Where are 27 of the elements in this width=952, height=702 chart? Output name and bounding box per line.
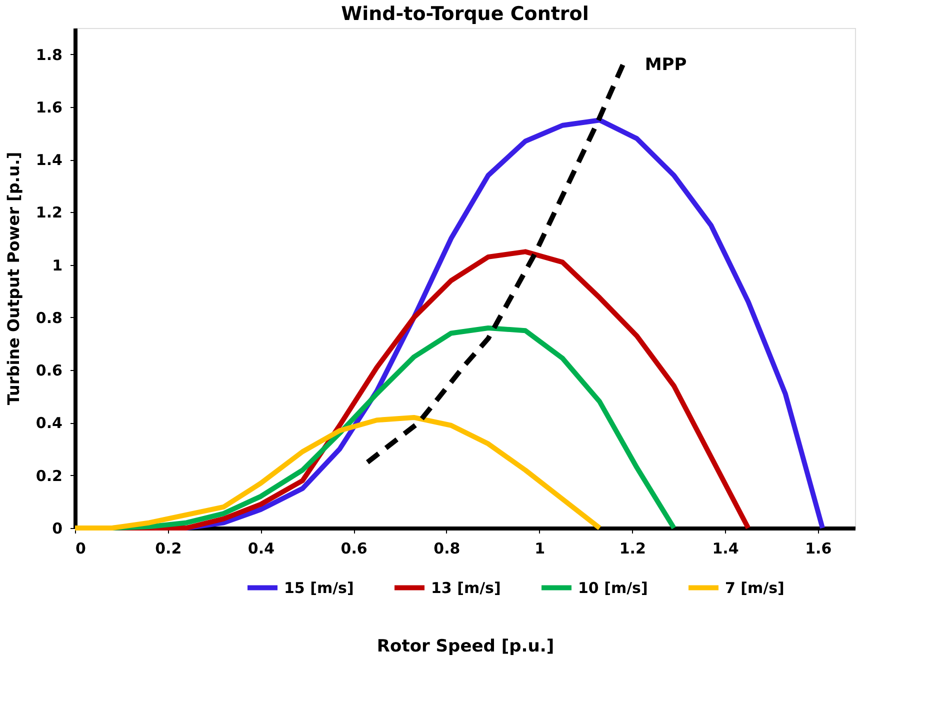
legend-label: 7 [m/s] [725,578,784,597]
x-tick-label: 1.4 [712,540,739,558]
legend-label: 15 [m/s] [284,578,354,597]
y-tick-label: 0.2 [36,466,62,485]
y-tick-label: 0.4 [36,414,62,432]
y-tick-label: 0.8 [36,308,62,327]
legend-label: 13 [m/s] [431,578,501,597]
legend-label: 10 [m/s] [578,578,648,597]
x-tick-label: 0.8 [434,540,460,558]
y-tick-label: 1.6 [36,98,62,116]
x-tick-label: 0.6 [340,540,368,558]
x-tick-label: 1 [534,540,546,558]
x-tick-label: 1.6 [805,540,832,558]
y-tick-label: 0.6 [36,362,62,380]
y-tick-label: 1.2 [36,204,62,222]
x-tick-label: 0.2 [155,540,182,558]
y-tick-label: 1.8 [36,46,62,64]
x-axis-title: Rotor Speed [p.u.] [376,636,554,656]
y-tick-label: 1.4 [36,151,62,170]
chart-title: Wind-to-Torque Control [341,3,589,25]
x-tick-label: 1.2 [619,540,646,558]
y-axis-title: Turbine Output Power [p.u.] [4,152,23,406]
x-tick-label: 0 [76,540,86,558]
y-tick-label: 0 [52,520,62,538]
y-tick-label: 1 [52,256,62,274]
x-tick-label: 0.4 [248,540,275,558]
annotation: MPP [644,54,687,75]
